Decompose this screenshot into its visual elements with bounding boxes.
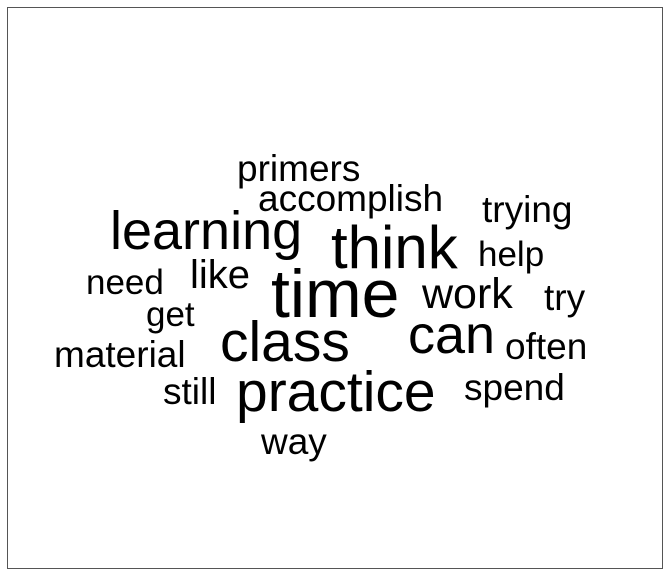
word-think: think bbox=[331, 214, 458, 281]
word-often: often bbox=[505, 326, 588, 367]
word-get: get bbox=[146, 295, 195, 334]
word-class: class bbox=[220, 310, 350, 374]
word-time: time bbox=[271, 256, 400, 332]
word-practice: practice bbox=[236, 360, 436, 424]
word-try: try bbox=[544, 277, 586, 318]
word-learning: learning bbox=[110, 201, 303, 261]
word-material: material bbox=[54, 334, 186, 375]
word-still: still bbox=[163, 371, 217, 412]
word-accomplish: accomplish bbox=[258, 178, 444, 219]
word-cloud-frame: primers accomplish trying learning think… bbox=[7, 7, 663, 569]
word-way: way bbox=[261, 421, 327, 462]
word-like: like bbox=[190, 253, 251, 297]
word-help: help bbox=[478, 235, 545, 274]
word-trying: trying bbox=[482, 189, 573, 230]
word-primers: primers bbox=[237, 148, 361, 189]
word-work: work bbox=[422, 270, 513, 318]
word-spend: spend bbox=[464, 367, 565, 408]
word-can: can bbox=[408, 305, 496, 365]
word-need: need bbox=[86, 263, 164, 302]
